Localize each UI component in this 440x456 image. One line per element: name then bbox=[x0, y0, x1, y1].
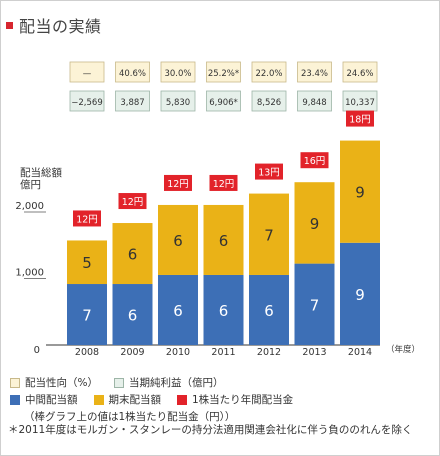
net-income-value: 5,830 bbox=[166, 98, 190, 108]
x-tick-label: 2008 bbox=[75, 347, 99, 358]
net-income-box bbox=[251, 90, 287, 112]
title-marker bbox=[6, 21, 13, 29]
chart-title: 配当の実績 bbox=[19, 17, 102, 36]
bar-interim bbox=[203, 274, 244, 345]
legend-swatch-interim bbox=[10, 394, 20, 405]
bar-final bbox=[112, 223, 153, 285]
annual-dividend-box bbox=[255, 163, 283, 180]
y-axis-label: 配当総額 bbox=[20, 166, 62, 179]
payout-ratio-box bbox=[251, 61, 287, 83]
bar-interim-label: 6 bbox=[128, 307, 138, 325]
annual-dividend-box bbox=[300, 152, 329, 169]
payout-ratio-box bbox=[342, 61, 378, 83]
x-tick-label: 2013 bbox=[302, 347, 326, 358]
payout-ratio-box bbox=[69, 61, 105, 83]
net-income-value: 3,887 bbox=[120, 98, 144, 108]
legend: 配当性向（%） 当期純利益（億円） 中間配当額 期末配当額 1株当たり年間配当金… bbox=[10, 374, 293, 425]
x-tick-label: 2014 bbox=[348, 347, 372, 358]
annual-dividend-box bbox=[209, 174, 238, 191]
payout-ratio-value: 40.6% bbox=[119, 69, 146, 79]
bar-final bbox=[294, 182, 335, 264]
annual-dividend-label: 12円 bbox=[76, 214, 98, 225]
bar-final-label: 5 bbox=[82, 254, 92, 272]
annual-dividend-label: 18円 bbox=[349, 115, 371, 126]
bar-interim-label: 7 bbox=[310, 296, 320, 314]
bar-interim-label: 6 bbox=[219, 302, 229, 320]
bar-interim-label: 6 bbox=[173, 302, 183, 320]
legend-label-interim: 中間配当額 bbox=[25, 394, 78, 406]
annual-dividend-box bbox=[118, 193, 147, 210]
net-income-value: 9,848 bbox=[302, 98, 326, 108]
payout-ratio-value: 22.0% bbox=[255, 69, 282, 79]
annual-dividend-box bbox=[73, 210, 101, 227]
bar-final-label: 7 bbox=[264, 226, 274, 244]
payout-ratio-value: 24.6% bbox=[346, 69, 373, 79]
bar-final bbox=[158, 204, 198, 275]
annual-dividend-box bbox=[346, 110, 374, 127]
bar-final bbox=[203, 204, 244, 275]
bar-interim bbox=[158, 274, 198, 345]
y-tick-label: 0 bbox=[34, 345, 40, 356]
payout-ratio-box bbox=[206, 61, 241, 83]
y-tick-label: 1,000 bbox=[15, 268, 44, 279]
bar-interim bbox=[249, 274, 289, 345]
payout-ratio-value: 30.0% bbox=[164, 69, 191, 79]
x-tick-label: 2012 bbox=[257, 347, 281, 358]
legend-swatch-final bbox=[93, 394, 104, 405]
bar-final-label: 6 bbox=[128, 246, 138, 264]
net-income-value: −2,569 bbox=[71, 98, 102, 108]
bar-final-label: 6 bbox=[173, 232, 183, 250]
annual-dividend-box bbox=[164, 174, 192, 191]
legend-label-net-income: 当期純利益（億円） bbox=[128, 377, 224, 389]
payout-ratio-value: — bbox=[83, 69, 92, 79]
payout-ratio-value: 25.2%* bbox=[208, 69, 239, 79]
y-axis-label: 億円 bbox=[20, 178, 41, 191]
net-income-box bbox=[160, 90, 196, 112]
legend-swatch-net-income bbox=[113, 377, 124, 388]
net-income-value: 10,337 bbox=[345, 98, 375, 108]
legend-swatch-payout-ratio bbox=[10, 377, 20, 388]
bar-final bbox=[249, 193, 289, 275]
bar-final bbox=[340, 140, 380, 243]
bar-final-label: 9 bbox=[355, 184, 365, 202]
legend-label-annual: 1株当たり年間配当金 bbox=[192, 394, 294, 406]
y-tick-label: 2,000 bbox=[15, 201, 44, 212]
legend-note: （棒グラフ上の値は1株当たり配当金（円）） bbox=[24, 411, 236, 423]
net-income-box bbox=[206, 90, 241, 112]
net-income-box bbox=[115, 90, 150, 112]
bar-final-label: 9 bbox=[310, 215, 320, 233]
net-income-value: 8,526 bbox=[257, 98, 281, 108]
bar-interim bbox=[67, 284, 107, 345]
net-income-box bbox=[297, 90, 332, 112]
x-tick-label: 2011 bbox=[211, 347, 235, 358]
figure-header: 配当の実績 bbox=[6, 13, 102, 37]
bar-final-label: 6 bbox=[219, 232, 229, 250]
x-tick-label: 2010 bbox=[166, 347, 190, 358]
payout-ratio-value: 23.4% bbox=[301, 69, 328, 79]
annual-dividend-label: 12円 bbox=[122, 197, 144, 208]
annual-dividend-label: 13円 bbox=[258, 168, 280, 179]
bar-interim bbox=[294, 263, 335, 345]
annual-dividend-label: 12円 bbox=[213, 179, 235, 190]
payout-ratio-box bbox=[115, 61, 150, 83]
bar-interim-label: 6 bbox=[264, 302, 274, 320]
net-income-box bbox=[69, 90, 105, 112]
bar-final bbox=[67, 240, 107, 285]
bar-interim-label: 9 bbox=[355, 286, 365, 304]
payout-ratio-box bbox=[160, 61, 196, 83]
legend-label-payout-ratio: 配当性向（%） bbox=[25, 377, 98, 389]
bar-interim bbox=[340, 242, 380, 345]
x-tick-label: 2009 bbox=[120, 347, 144, 358]
bar-interim bbox=[112, 284, 153, 345]
net-income-value: 6,906* bbox=[209, 98, 238, 108]
payout-ratio-box bbox=[297, 61, 332, 83]
legend-swatch-annual bbox=[177, 394, 187, 405]
x-unit-label: （年度） bbox=[386, 344, 420, 355]
legend-label-final: 期末配当額 bbox=[108, 394, 162, 406]
bar-interim-label: 7 bbox=[82, 307, 92, 325]
annual-dividend-label: 16円 bbox=[304, 156, 326, 167]
footnote: ＊2011年度はモルガン・スタンレーの持分法適用関連会社化に伴う負ののれんを除く bbox=[8, 424, 413, 436]
annual-dividend-label: 12円 bbox=[167, 179, 189, 190]
